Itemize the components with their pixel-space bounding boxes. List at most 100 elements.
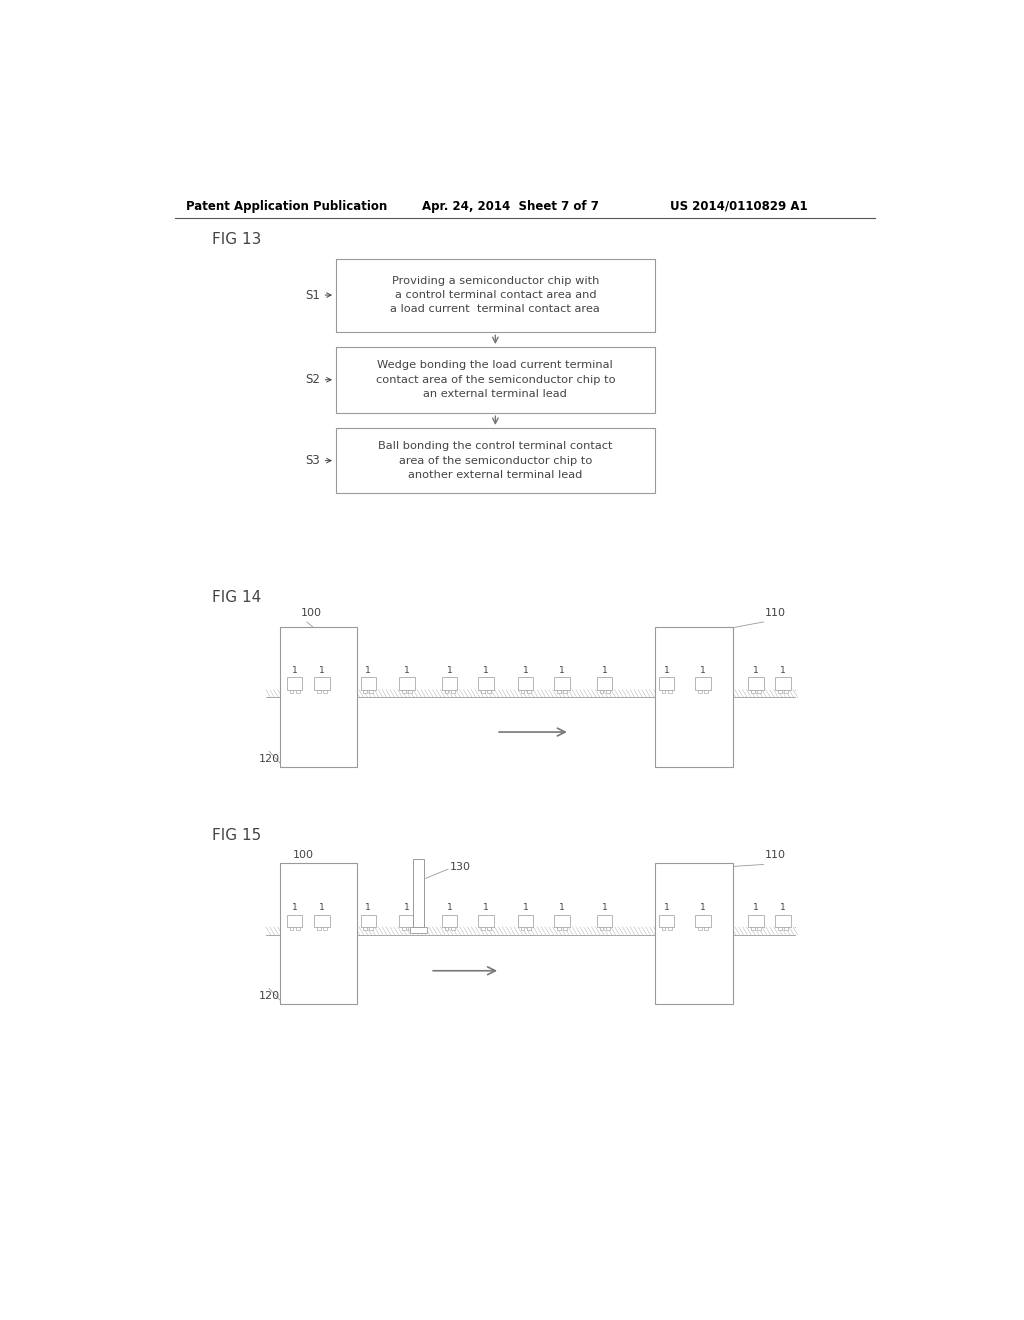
Bar — [695, 677, 711, 689]
Bar — [778, 927, 781, 929]
Text: Apr. 24, 2014  Sheet 7 of 7: Apr. 24, 2014 Sheet 7 of 7 — [423, 199, 599, 213]
Bar — [409, 927, 412, 929]
Text: 100: 100 — [300, 607, 322, 618]
Bar — [280, 863, 357, 1003]
Text: 110: 110 — [765, 607, 785, 618]
Bar — [600, 927, 603, 929]
Text: 130: 130 — [450, 862, 471, 871]
Bar — [444, 689, 449, 693]
Bar — [290, 689, 294, 693]
Text: 1: 1 — [559, 903, 565, 912]
Bar — [775, 915, 791, 927]
Bar — [410, 927, 427, 933]
Bar — [364, 927, 367, 929]
Bar — [478, 915, 494, 927]
Text: 1: 1 — [753, 667, 759, 675]
Text: S3: S3 — [305, 454, 321, 467]
Bar — [370, 927, 374, 929]
Bar — [370, 689, 374, 693]
Bar — [266, 927, 795, 935]
Text: 1: 1 — [780, 903, 785, 912]
Text: 1: 1 — [446, 667, 453, 675]
Bar — [751, 689, 755, 693]
Text: 1: 1 — [700, 667, 706, 675]
Bar — [336, 347, 655, 412]
Bar — [336, 428, 655, 494]
Bar — [296, 689, 300, 693]
Bar — [442, 915, 458, 927]
Bar — [655, 863, 732, 1003]
Bar — [662, 927, 666, 929]
Text: 1: 1 — [522, 903, 528, 912]
Bar — [563, 927, 567, 929]
Text: 1: 1 — [318, 667, 325, 675]
Text: 120: 120 — [258, 991, 280, 1001]
Text: 1: 1 — [522, 667, 528, 675]
Bar — [518, 915, 534, 927]
Bar — [409, 689, 412, 693]
Bar — [606, 689, 609, 693]
Bar — [451, 689, 455, 693]
Bar — [399, 915, 415, 927]
Text: Patent Application Publication: Patent Application Publication — [186, 199, 387, 213]
Bar — [402, 689, 406, 693]
Text: 1: 1 — [446, 903, 453, 912]
Bar — [287, 915, 302, 927]
Bar — [520, 689, 524, 693]
Text: 1: 1 — [292, 667, 298, 675]
Bar — [336, 259, 655, 331]
Bar — [280, 627, 357, 767]
Bar — [658, 677, 675, 689]
Bar — [481, 689, 485, 693]
Bar — [695, 915, 711, 927]
Text: 100: 100 — [293, 850, 313, 861]
Bar — [757, 927, 761, 929]
Bar — [487, 689, 492, 693]
Text: 1: 1 — [559, 667, 565, 675]
Bar — [748, 915, 764, 927]
Bar — [655, 627, 732, 767]
Text: 1: 1 — [404, 667, 410, 675]
Bar — [778, 689, 781, 693]
Text: Providing a semiconductor chip with
a control terminal contact area and
a load c: Providing a semiconductor chip with a co… — [390, 276, 600, 314]
Text: 1: 1 — [700, 903, 706, 912]
Text: FIG 15: FIG 15 — [212, 829, 261, 843]
Bar — [316, 689, 321, 693]
Bar — [705, 689, 708, 693]
Text: Wedge bonding the load current terminal
contact area of the semiconductor chip t: Wedge bonding the load current terminal … — [376, 360, 615, 399]
Bar — [757, 689, 761, 693]
Text: 1: 1 — [404, 903, 410, 912]
Bar — [668, 927, 672, 929]
Bar — [518, 677, 534, 689]
Bar — [554, 677, 569, 689]
Bar — [442, 677, 458, 689]
Bar — [314, 677, 330, 689]
Text: 120: 120 — [258, 754, 280, 764]
Bar — [451, 927, 455, 929]
Bar — [364, 689, 367, 693]
Bar — [360, 915, 376, 927]
Bar — [784, 689, 787, 693]
Bar — [526, 927, 530, 929]
Bar — [784, 927, 787, 929]
Bar — [748, 677, 764, 689]
Text: 1: 1 — [318, 903, 325, 912]
Bar — [751, 927, 755, 929]
Text: 1: 1 — [602, 667, 607, 675]
Bar — [606, 927, 609, 929]
Bar — [557, 927, 561, 929]
Text: 1: 1 — [753, 903, 759, 912]
Bar — [316, 927, 321, 929]
Bar — [668, 689, 672, 693]
Bar — [481, 927, 485, 929]
Bar — [698, 689, 701, 693]
Bar — [414, 859, 424, 927]
Bar — [520, 927, 524, 929]
Text: 1: 1 — [292, 903, 298, 912]
Bar — [323, 689, 327, 693]
Bar — [557, 689, 561, 693]
Text: Ball bonding the control terminal contact
area of the semiconductor chip to
anot: Ball bonding the control terminal contac… — [378, 441, 612, 480]
Text: 1: 1 — [483, 903, 488, 912]
Bar — [266, 689, 795, 697]
Bar — [658, 915, 675, 927]
